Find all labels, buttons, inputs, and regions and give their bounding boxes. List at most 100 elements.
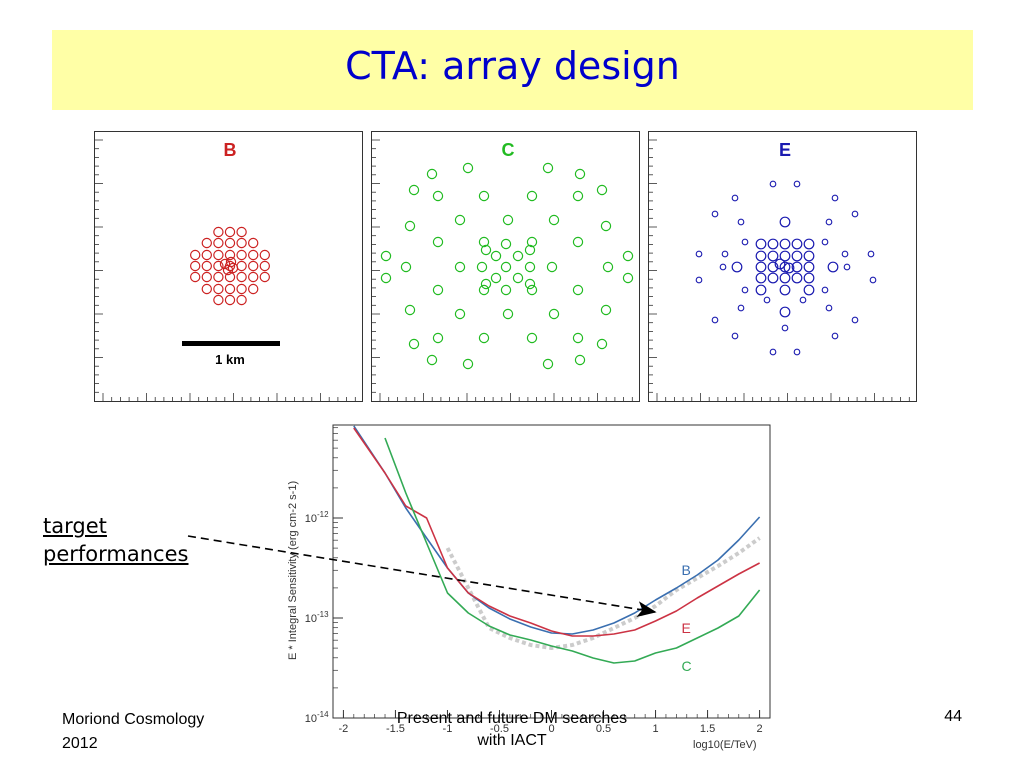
annotation-line-1: target [43, 514, 107, 538]
telescope-marker-small [719, 263, 727, 271]
array-layout-e: E [649, 139, 910, 401]
telescope-marker [572, 284, 584, 296]
telescope-marker-small [741, 286, 749, 294]
telescope-marker [224, 237, 236, 249]
telescope-marker-small [793, 348, 801, 356]
telescope-marker [490, 250, 502, 262]
telescope-marker [524, 244, 536, 256]
telescope-marker [478, 284, 490, 296]
x-tick-label: -2 [339, 723, 349, 735]
telescope-marker [478, 332, 490, 344]
telescope-marker [622, 250, 634, 262]
telescope-marker [432, 190, 444, 202]
telescope-marker [259, 249, 270, 261]
telescope-marker [755, 272, 767, 284]
telescope-marker-small [737, 304, 745, 312]
telescope-marker-small [793, 180, 801, 188]
telescope-marker [247, 271, 259, 283]
telescope-marker [224, 283, 236, 295]
telescope-marker [432, 284, 444, 296]
x-tick-label: 1.5 [700, 723, 715, 735]
telescope-group-e [695, 180, 877, 356]
telescope-marker [548, 308, 560, 320]
telescope-marker [222, 264, 234, 276]
telescope-marker [803, 261, 815, 273]
telescope-marker [236, 237, 247, 249]
footer-talk-title: Present and future DM searches with IACT [352, 708, 672, 752]
footer-talk-title-line-2: with IACT [477, 732, 547, 749]
telescope-marker-small [799, 296, 807, 304]
telescope-marker [596, 184, 608, 196]
x-tick-label: 0.5 [596, 723, 611, 735]
telescope-marker [432, 236, 444, 248]
footer-conference-line-2: 2012 [62, 735, 98, 752]
telescope-marker [755, 238, 767, 250]
y-tick-exponent: -13 [317, 610, 329, 619]
telescope-marker [767, 261, 779, 273]
telescope-marker [500, 261, 512, 273]
y-tick-label: 10 [305, 613, 317, 625]
telescope-marker-small [851, 316, 859, 324]
telescope-marker [791, 261, 803, 273]
array-panel-b: B 1 km [94, 131, 363, 402]
telescope-marker [400, 261, 412, 273]
x-tick-label: 0 [548, 723, 554, 735]
telescope-marker [791, 250, 803, 262]
telescope-marker [779, 250, 791, 262]
telescope-marker [767, 250, 779, 262]
telescope-marker [462, 358, 474, 370]
telescope-marker [224, 271, 236, 283]
telescope-marker [201, 260, 213, 272]
telescope-marker-small [831, 332, 839, 340]
x-tick-label: -1 [443, 723, 453, 735]
telescope-marker [478, 236, 490, 248]
telescope-marker [512, 272, 524, 284]
telescope-marker-small [821, 286, 829, 294]
axis-ticks [333, 427, 761, 719]
telescope-marker-small [769, 348, 777, 356]
telescope-marker-small [869, 276, 877, 284]
telescope-marker [574, 354, 586, 366]
telescope-group-c [380, 162, 634, 370]
telescope-marker [767, 272, 779, 284]
telescope-marker [779, 284, 791, 296]
annotation-line-2: performances [43, 542, 189, 566]
telescope-marker-small [851, 210, 859, 218]
telescope-marker [500, 238, 512, 250]
telescope-marker-small [821, 238, 829, 246]
telescope-marker [803, 238, 815, 250]
telescope-marker [201, 271, 213, 283]
telescope-marker [219, 258, 231, 270]
telescope-marker [380, 250, 392, 262]
telescope-marker [213, 249, 224, 261]
telescope-marker [259, 260, 270, 272]
telescope-marker [247, 237, 259, 249]
telescope-marker [755, 284, 767, 296]
telescope-marker [259, 271, 270, 283]
telescope-marker [236, 283, 247, 295]
series-label-c: C [682, 658, 692, 674]
telescope-marker-small [843, 263, 851, 271]
telescope-marker [791, 238, 803, 250]
annotation-target-performances: target performances [43, 512, 188, 568]
panel-ticks [95, 139, 356, 401]
page-number: 44 [944, 708, 962, 725]
telescope-marker [526, 284, 538, 296]
series-line-target [445, 536, 761, 650]
array-label-b: B [224, 140, 237, 160]
telescope-marker [426, 168, 438, 180]
x-tick-label: 2 [757, 723, 763, 735]
series-label-e: E [682, 620, 691, 636]
telescope-marker [213, 237, 224, 249]
telescope-marker-small [741, 238, 749, 246]
telescope-marker [480, 244, 492, 256]
telescope-marker [462, 162, 474, 174]
telescope-marker [622, 272, 634, 284]
telescope-marker [454, 261, 466, 273]
telescope-marker-small [825, 218, 833, 226]
telescope-marker [827, 261, 839, 273]
telescope-marker-small [695, 276, 703, 284]
telescope-marker [779, 238, 791, 250]
footer-conference-line-1: Moriond Cosmology [62, 711, 205, 728]
scale-bar [182, 341, 280, 346]
